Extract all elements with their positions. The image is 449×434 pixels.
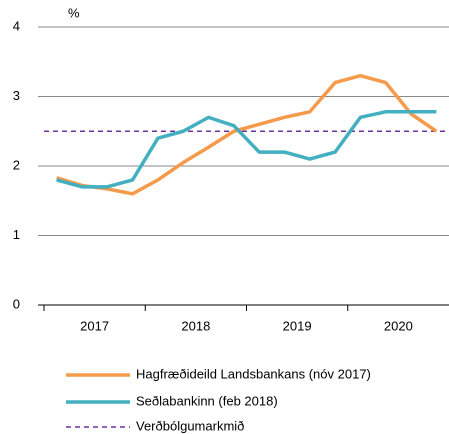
series-line (56, 110, 437, 189)
x-tick-label: 2018 (181, 318, 210, 333)
x-tick-label: 2017 (80, 318, 109, 333)
y-tick-label: 3 (13, 88, 20, 103)
y-tick-label: 2 (13, 157, 20, 172)
legend-label: Verðbólgumarkmið (136, 418, 244, 433)
x-tick-label: 2019 (283, 318, 312, 333)
x-tick-label: 2020 (384, 318, 413, 333)
legend-label: Hagfræðideild Landsbankans (nóv 2017) (136, 366, 371, 381)
legend-label: Seðlabankinn (feb 2018) (136, 393, 278, 408)
unit-label: % (68, 5, 80, 20)
y-tick-label: 4 (13, 18, 20, 33)
y-tick-label: 1 (13, 227, 20, 242)
y-tick-label: 0 (13, 296, 20, 311)
series-line (56, 73, 438, 196)
